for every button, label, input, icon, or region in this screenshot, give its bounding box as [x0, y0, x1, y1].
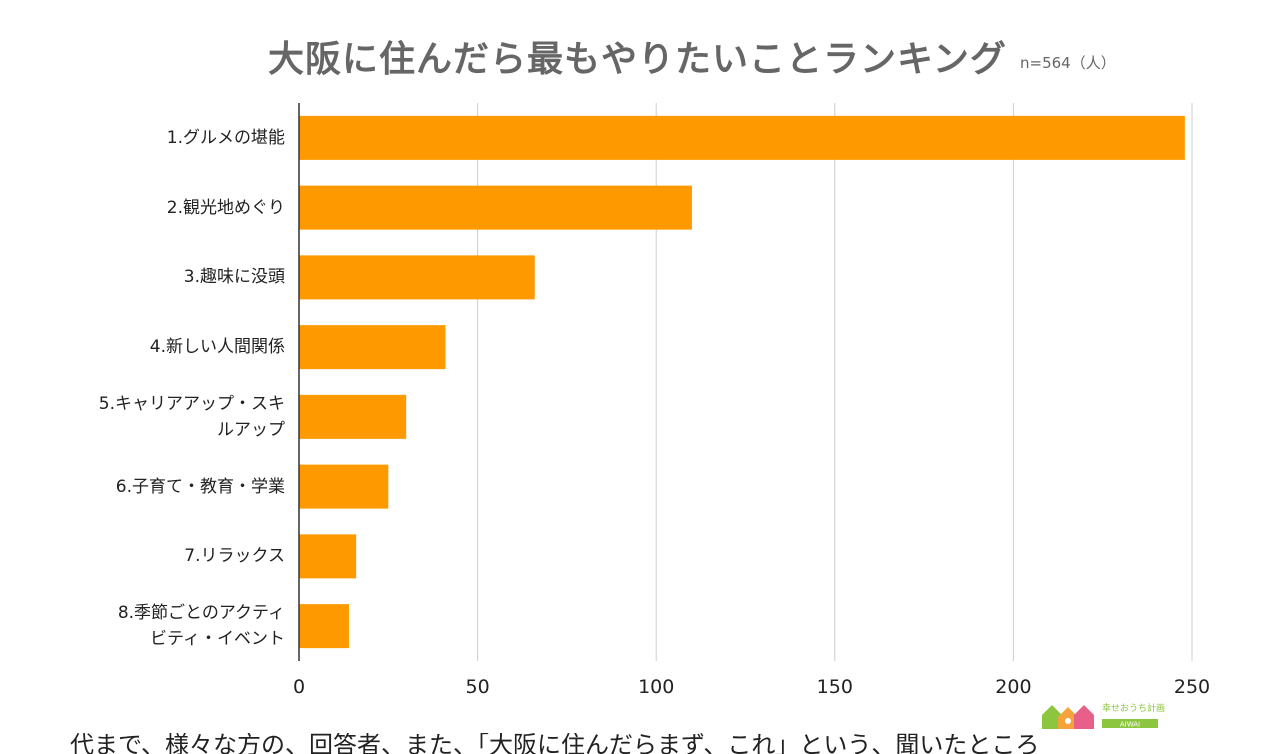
category-label-3: 3.趣味に没頭 [45, 264, 285, 290]
category-label-line: 7.リラックス [184, 546, 285, 567]
bar-5 [299, 394, 407, 439]
logo-text: 幸せおうち計画 [1102, 702, 1165, 714]
bar-2 [299, 185, 692, 230]
bar-6 [299, 464, 389, 509]
bar-3 [299, 255, 535, 300]
logo-bar [1102, 719, 1158, 728]
category-label-1: 1.グルメの堪能 [45, 125, 285, 151]
x-tick-label: 200 [995, 676, 1031, 698]
category-label-line: 3.趣味に没頭 [183, 267, 285, 288]
x-tick-label: 150 [817, 676, 853, 698]
category-label-line: 5.キャリアアップ・スキ [98, 393, 285, 414]
category-label-6: 6.子育て・教育・学業 [45, 474, 285, 500]
category-label-line: ビティ・イベント [150, 629, 285, 650]
category-label-line: 6.子育て・教育・学業 [115, 476, 285, 497]
category-label-line: 1.グルメの堪能 [166, 127, 285, 148]
house-icon [1042, 705, 1094, 729]
category-label-line: ルアップ [217, 419, 285, 440]
chart-title: 大阪に住んだら最もやりたいことランキング [268, 39, 1007, 80]
logo-subtext: AIWAI [1120, 721, 1140, 729]
site-logo: 幸せおうち計画 AIWAI [1042, 702, 1165, 729]
category-label-7: 7.リラックス [45, 543, 285, 569]
x-tick-label: 250 [1174, 676, 1210, 698]
bar-7 [299, 534, 357, 579]
category-label-5: 5.キャリアアップ・スキルアップ [45, 391, 285, 443]
category-label-2: 2.観光地めぐり [45, 195, 285, 221]
x-tick-label: 50 [466, 676, 490, 698]
bar-8 [299, 604, 350, 649]
bar-1 [299, 115, 1185, 160]
category-label-4: 4.新しい人間関係 [45, 334, 285, 360]
category-label-line: 2.観光地めぐり [166, 197, 285, 218]
category-label-line: 4.新しい人間関係 [149, 337, 285, 358]
category-label-line: 8.季節ごとのアクティ [117, 603, 285, 624]
x-tick-label: 0 [293, 676, 305, 698]
category-label-8: 8.季節ごとのアクティビティ・イベント [45, 600, 285, 652]
bottom-caption-text: 代まで、様々な方の、回答者、また、「大阪に住んだらまず、これ」という、聞いたとこ… [70, 733, 1040, 754]
bar-4 [299, 325, 446, 370]
x-tick-label: 100 [638, 676, 674, 698]
chart-subtitle: n=564（人） [1020, 54, 1116, 72]
